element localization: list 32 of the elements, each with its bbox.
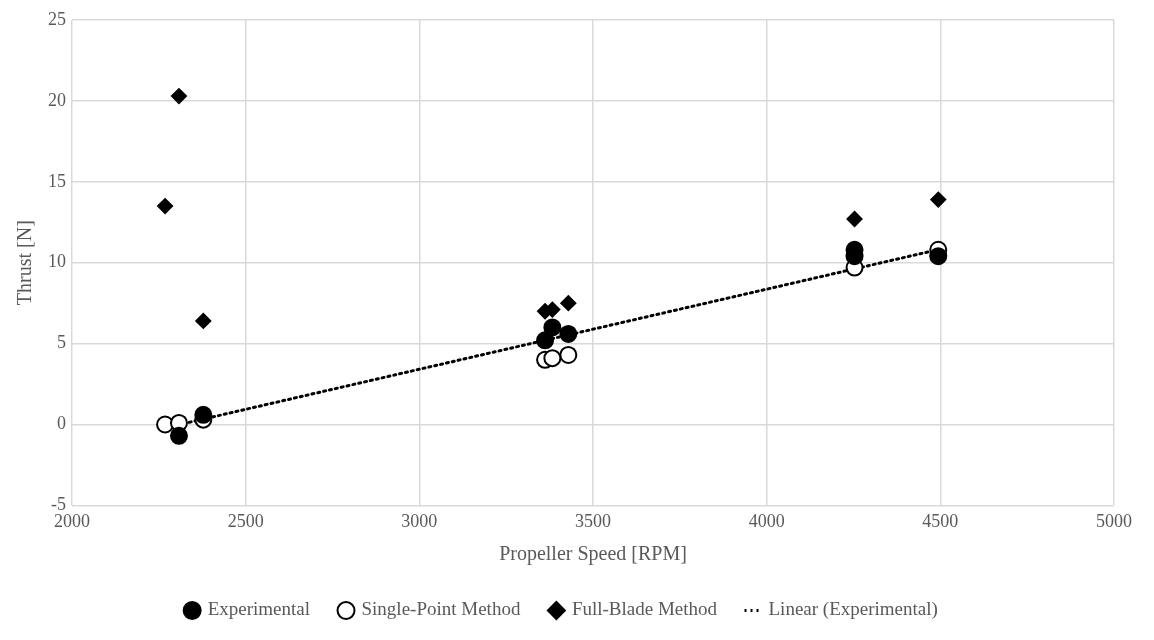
- point: [559, 324, 578, 343]
- point: [194, 405, 213, 424]
- legend-label: Single-Point Method: [361, 598, 521, 620]
- x-tick-label: 5000: [1096, 510, 1132, 531]
- legend-label: Full-Blade Method: [571, 598, 718, 620]
- point: [536, 331, 555, 350]
- x-tick-label: 3000: [401, 510, 438, 531]
- x-tick-label: 3500: [575, 510, 611, 531]
- point: [846, 211, 863, 228]
- y-tick-label: 25: [48, 8, 66, 29]
- y-tick-label: 20: [48, 89, 66, 110]
- point: [543, 318, 562, 337]
- point: [170, 88, 187, 105]
- x-tick-label: 4000: [748, 510, 785, 531]
- point: [157, 198, 174, 215]
- x-tick-label: 2500: [227, 510, 264, 531]
- legend-label: Linear (Experimental): [768, 598, 938, 621]
- y-tick-label: 10: [48, 251, 66, 272]
- legend-label: Experimental: [207, 598, 311, 620]
- point: [929, 247, 948, 266]
- point: [560, 295, 577, 312]
- point: [559, 345, 578, 364]
- y-axis-title: Thrust [N]: [13, 220, 36, 306]
- point: [543, 349, 562, 368]
- y-tick-label: 15: [48, 170, 66, 191]
- point: [169, 426, 188, 445]
- y-tick-label: 5: [57, 332, 66, 353]
- point: [195, 312, 212, 329]
- x-tick-label: 4500: [922, 510, 959, 531]
- y-tick-label: 0: [57, 413, 66, 434]
- point: [930, 191, 947, 208]
- x-axis-title: Propeller Speed [RPM]: [499, 542, 687, 566]
